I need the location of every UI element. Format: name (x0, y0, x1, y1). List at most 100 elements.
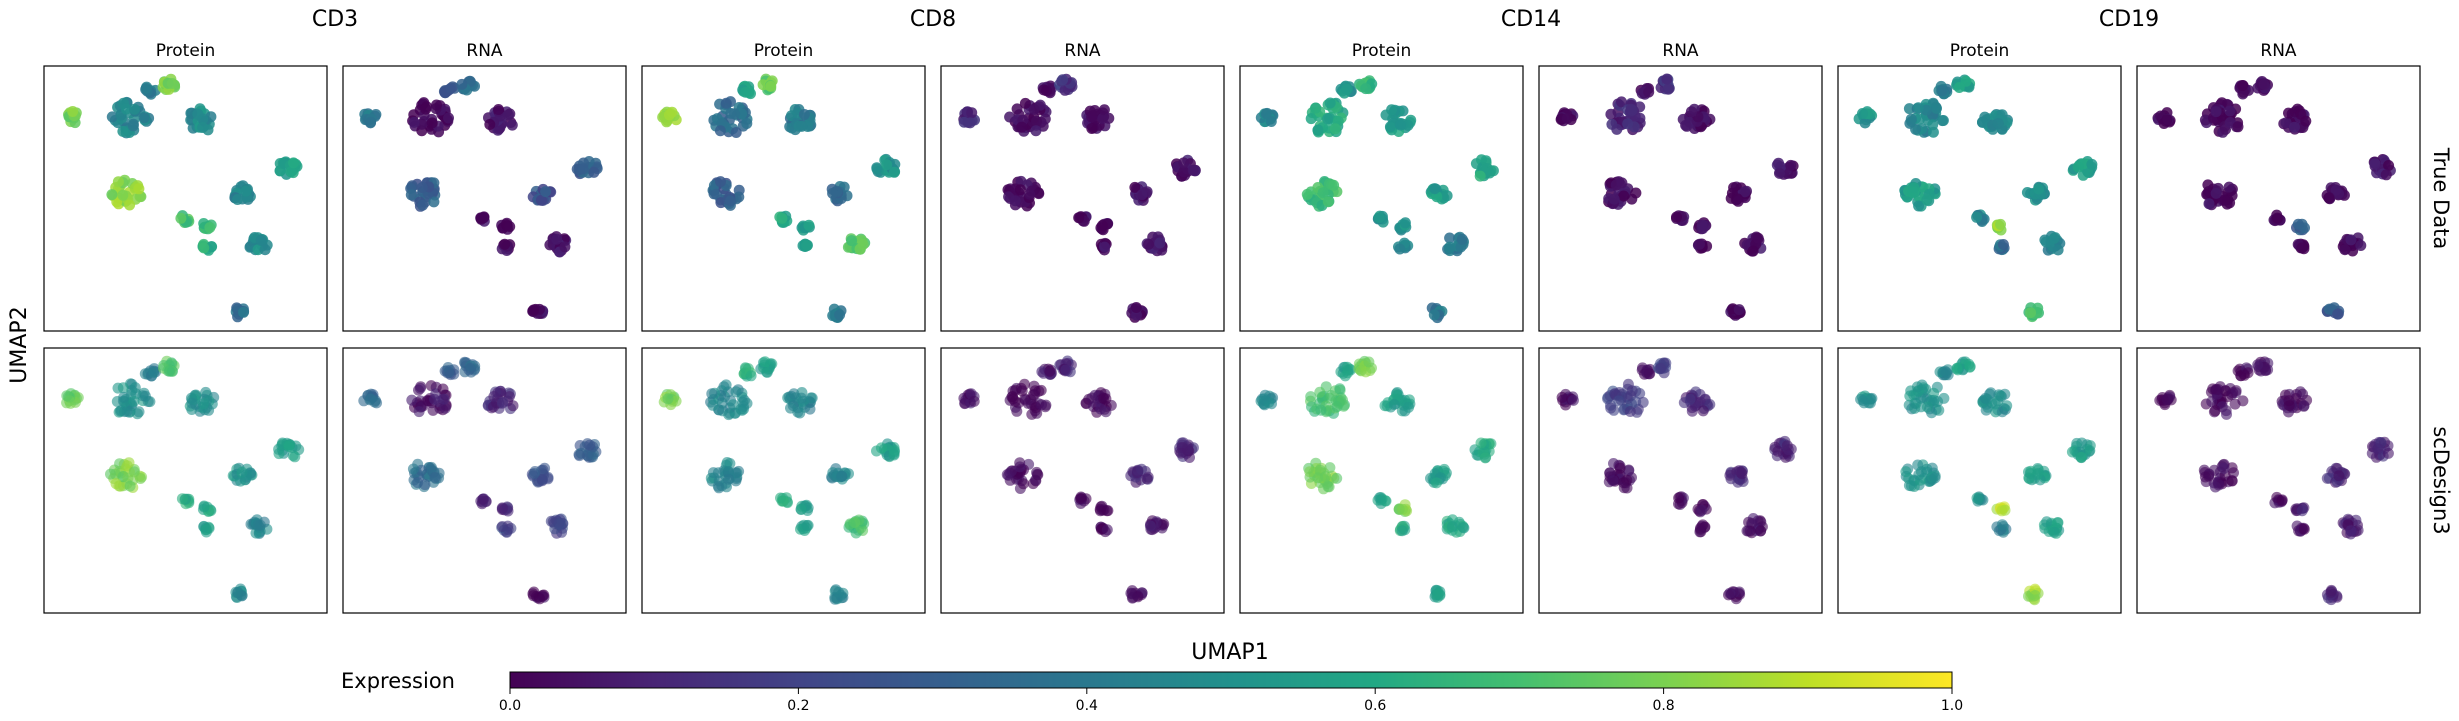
cluster-j (229, 180, 256, 205)
cell-point (1733, 304, 1745, 316)
cell-point (1456, 233, 1468, 245)
cell-point (1994, 390, 2006, 402)
cell-point (1129, 181, 1141, 193)
cell-point (1475, 437, 1487, 449)
cluster-m (829, 584, 849, 605)
cluster-l (1470, 154, 1499, 182)
cell-point (139, 390, 151, 402)
cell-point (1184, 452, 1195, 463)
cell-point (2226, 475, 2238, 487)
cell-point (1977, 116, 1988, 128)
cluster-h (2290, 502, 2310, 517)
cell-point (1324, 97, 1336, 109)
cell-point (1636, 364, 1648, 376)
cell-point (428, 196, 440, 208)
cell-point (2355, 240, 2367, 251)
modality-title-protein: Protein (1352, 41, 1412, 61)
x-axis-label: UMAP1 (1191, 640, 1268, 665)
cell-point (129, 103, 140, 115)
cluster-f (1002, 175, 1045, 212)
cluster-c (140, 81, 161, 100)
cluster-e (184, 386, 220, 417)
panel-frame (1538, 347, 1823, 614)
cell-point (2043, 526, 2055, 537)
panel-frame (1837, 347, 2122, 614)
cell-point (1971, 211, 1983, 223)
cell-point (588, 166, 600, 178)
cluster-c (2234, 80, 2254, 100)
cluster-k (1141, 231, 1168, 257)
cell-point (405, 189, 417, 201)
cluster-k (545, 513, 569, 539)
panel-frame (1239, 65, 1524, 332)
cell-point (1911, 381, 1923, 393)
cell-point (1908, 182, 1920, 194)
cell-point (1913, 469, 1925, 481)
cell-point (1099, 241, 1111, 253)
cluster-b (2154, 389, 2177, 411)
cell-point (117, 125, 129, 137)
cell-point (1732, 195, 1744, 207)
cell-point (1016, 121, 1028, 133)
panel-frame (342, 347, 627, 614)
cluster-h (1393, 499, 1413, 517)
cell-point (2383, 160, 2395, 171)
cell-point (1929, 472, 1941, 484)
cluster-j (2321, 462, 2351, 488)
cell-point (1724, 469, 1736, 481)
cell-point (166, 78, 178, 89)
cell-point (968, 395, 980, 407)
cell-point (573, 450, 585, 462)
cluster-h (496, 501, 514, 517)
cell-point (1102, 218, 1113, 230)
cell-point (1996, 519, 2008, 531)
cell-point (1017, 478, 1029, 490)
cell-point (1144, 520, 1156, 532)
cell-point (713, 482, 725, 494)
cluster-i (197, 238, 218, 256)
colorbar-tick-label: 0.2 (787, 698, 809, 714)
cell-point (198, 501, 210, 513)
cell-point (2271, 212, 2283, 224)
cell-point (1654, 363, 1666, 374)
cell-point (1613, 395, 1625, 407)
panel-cd3-rna-row1 (342, 65, 627, 332)
cluster-f (2201, 179, 2238, 211)
cell-point (2292, 218, 2304, 230)
row-label-scdesign3: scDesign3 (2429, 426, 2453, 534)
cluster-c (1335, 80, 1357, 99)
cell-point (1900, 466, 1912, 478)
cell-point (1360, 83, 1372, 95)
cluster-l (871, 438, 900, 463)
cluster-i (2292, 238, 2310, 255)
cell-point (1005, 465, 1017, 477)
cluster-f (1603, 176, 1642, 210)
cell-point (232, 586, 244, 598)
cluster-l (2066, 437, 2096, 464)
cell-point (1044, 365, 1056, 377)
cell-point (414, 382, 426, 394)
cluster-a (1602, 378, 1649, 418)
cell-point (2260, 364, 2271, 376)
cluster-e (1080, 387, 1117, 418)
cell-point (1953, 82, 1965, 93)
cell-point (729, 108, 741, 120)
cluster-g (1971, 491, 1989, 507)
cell-point (1428, 309, 1440, 321)
panel-frame (2136, 65, 2421, 332)
cell-point (1176, 442, 1188, 453)
cell-point (407, 463, 419, 475)
cell-point (2041, 516, 2053, 528)
cluster-g (1971, 209, 1990, 227)
cluster-c (1636, 362, 1656, 380)
cluster-m (230, 583, 248, 603)
cell-point (1355, 365, 1367, 377)
cell-point (204, 222, 216, 233)
cell-point (138, 112, 150, 124)
cell-point (1785, 159, 1797, 171)
colorbar-tick-label: 0.0 (499, 698, 521, 714)
cluster-j (1425, 463, 1452, 489)
cell-point (1322, 113, 1334, 125)
cluster-j (527, 183, 557, 206)
cell-point (1402, 119, 1414, 131)
